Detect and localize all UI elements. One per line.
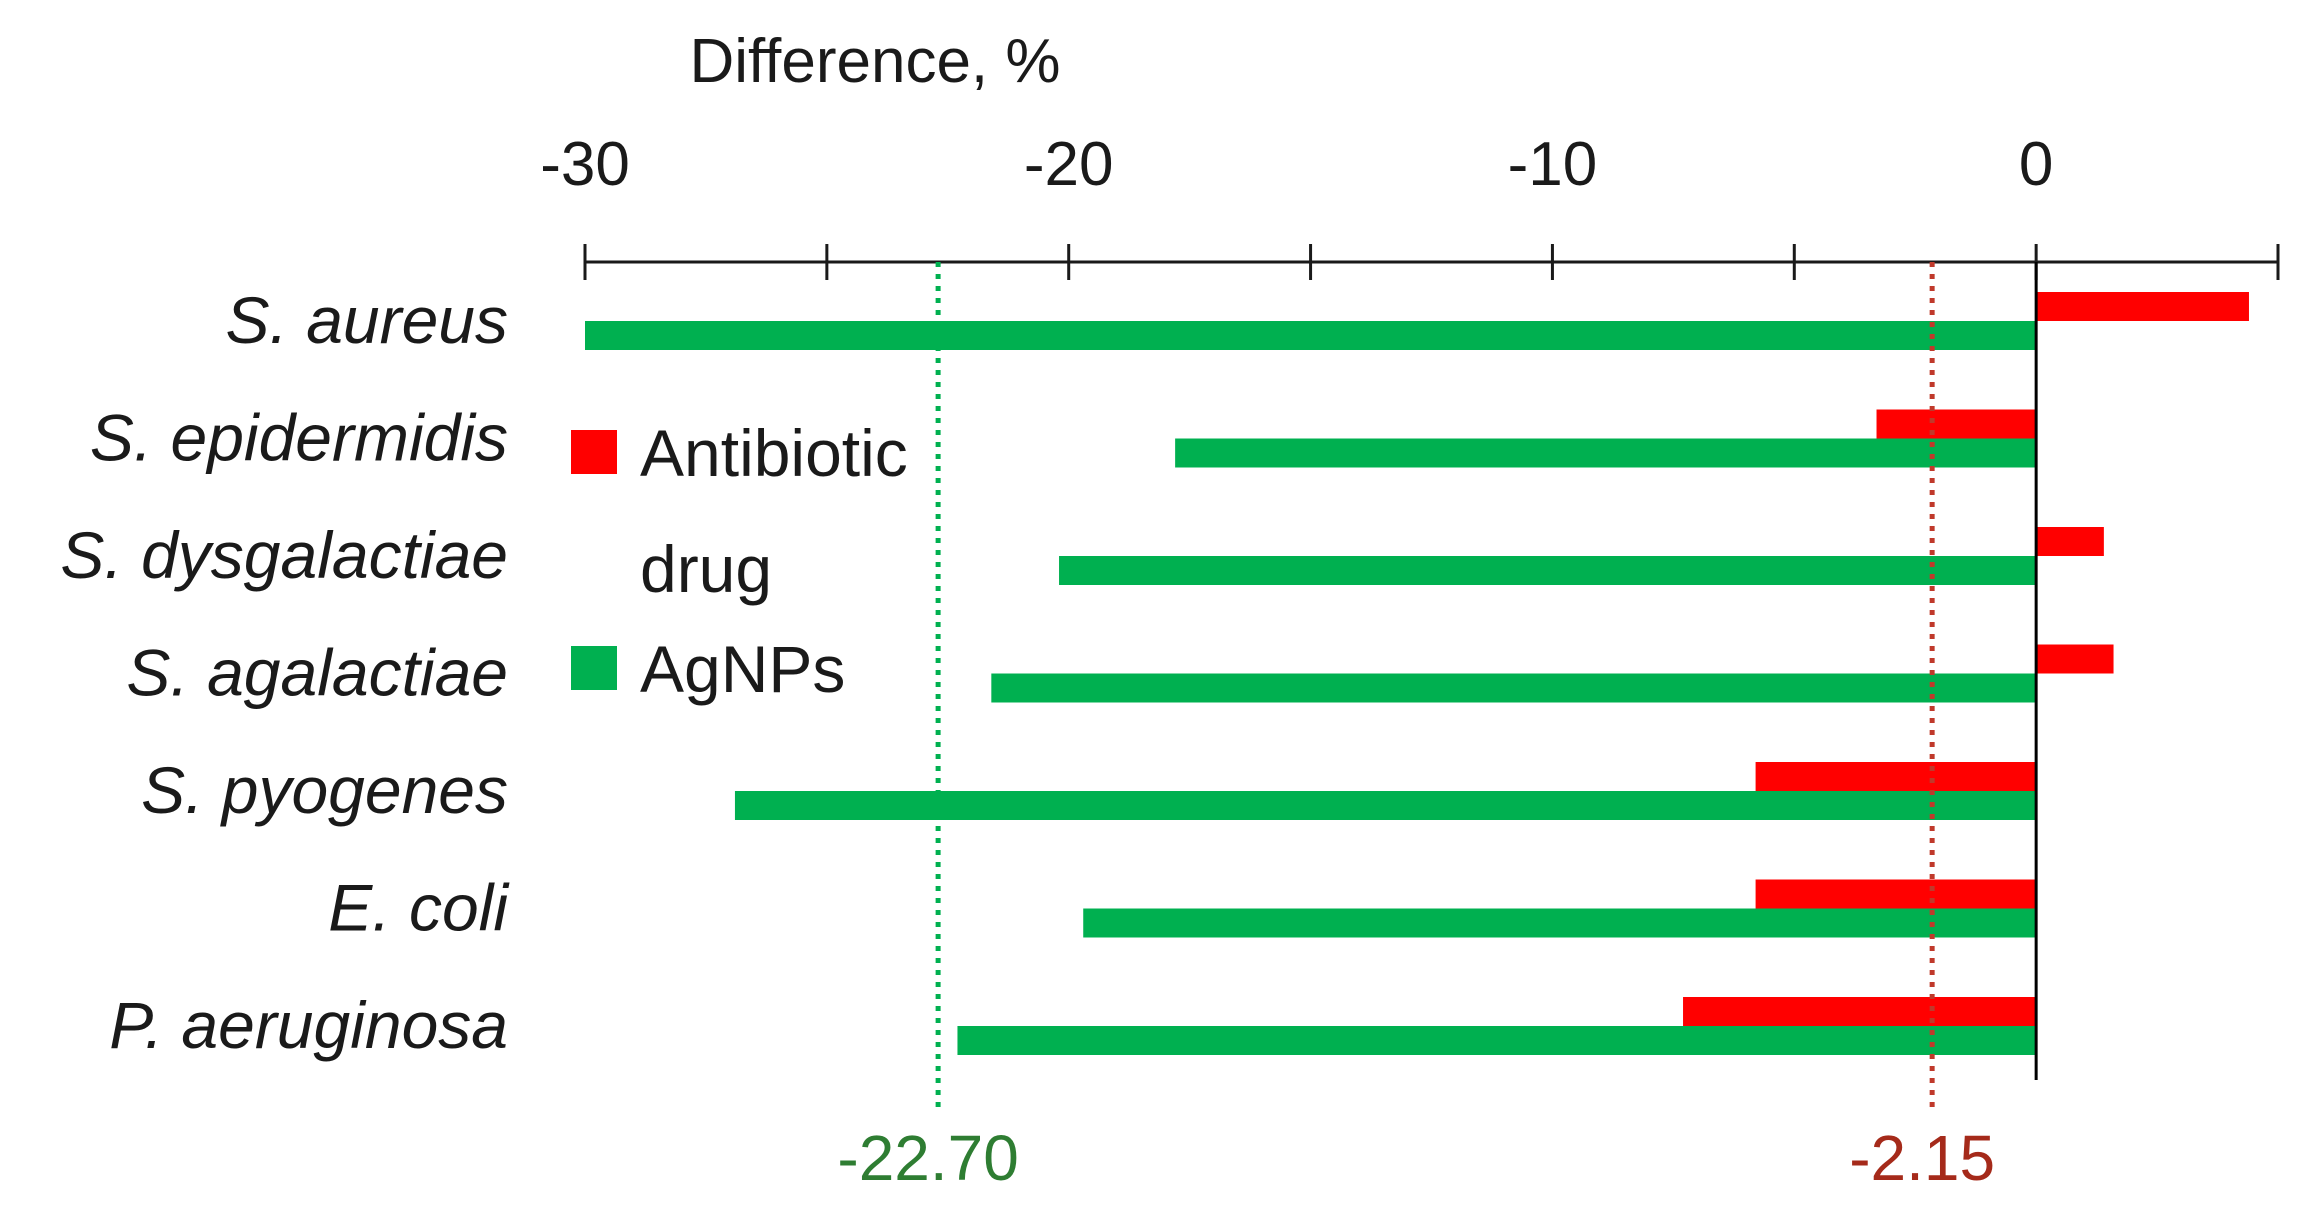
bar-agnps <box>991 673 2037 703</box>
bar-antibiotic-drug <box>1755 762 2037 791</box>
bar-agnps <box>585 321 2037 350</box>
legend-label: AgNPs <box>640 632 845 706</box>
category-label: S. aureus <box>226 283 509 357</box>
category-label: S. pyogenes <box>141 753 508 827</box>
category-label: S. agalactiae <box>126 636 508 710</box>
bar-antibiotic-drug <box>1876 409 2037 439</box>
legend-swatch <box>571 430 617 474</box>
bar-antibiotic-drug <box>2036 644 2114 674</box>
bar-antibiotic-drug <box>2036 292 2249 321</box>
bar-agnps <box>734 791 2037 820</box>
bar-antibiotic-drug <box>2036 527 2104 556</box>
bar-agnps <box>1175 438 2037 468</box>
bar-agnps <box>957 1026 2037 1055</box>
bar-agnps <box>1083 908 2037 938</box>
x-axis-title: Difference, % <box>689 27 1060 96</box>
legend-label: Antibiotic <box>640 416 908 490</box>
x-tick-label: -30 <box>540 130 630 199</box>
reference-line-label: -22.70 <box>837 1122 1018 1194</box>
bar-agnps <box>1059 556 2037 585</box>
category-label: P. aeruginosa <box>109 988 508 1062</box>
x-tick-label: -20 <box>1024 130 1114 199</box>
x-tick-label: -10 <box>1508 130 1598 199</box>
legend-label: drug <box>640 532 772 606</box>
legend-swatch <box>571 646 617 690</box>
category-label: E. coli <box>328 871 510 945</box>
legend: Antibiotic drug AgNPs <box>571 416 908 706</box>
category-label: S. epidermidis <box>90 401 508 475</box>
bar-antibiotic-drug <box>1755 879 2037 909</box>
reference-line-label: -2.15 <box>1849 1122 1995 1194</box>
bar-antibiotic-drug <box>1683 997 2037 1026</box>
x-tick-label: 0 <box>2019 130 2053 199</box>
category-label: S. dysgalactiae <box>60 518 508 592</box>
